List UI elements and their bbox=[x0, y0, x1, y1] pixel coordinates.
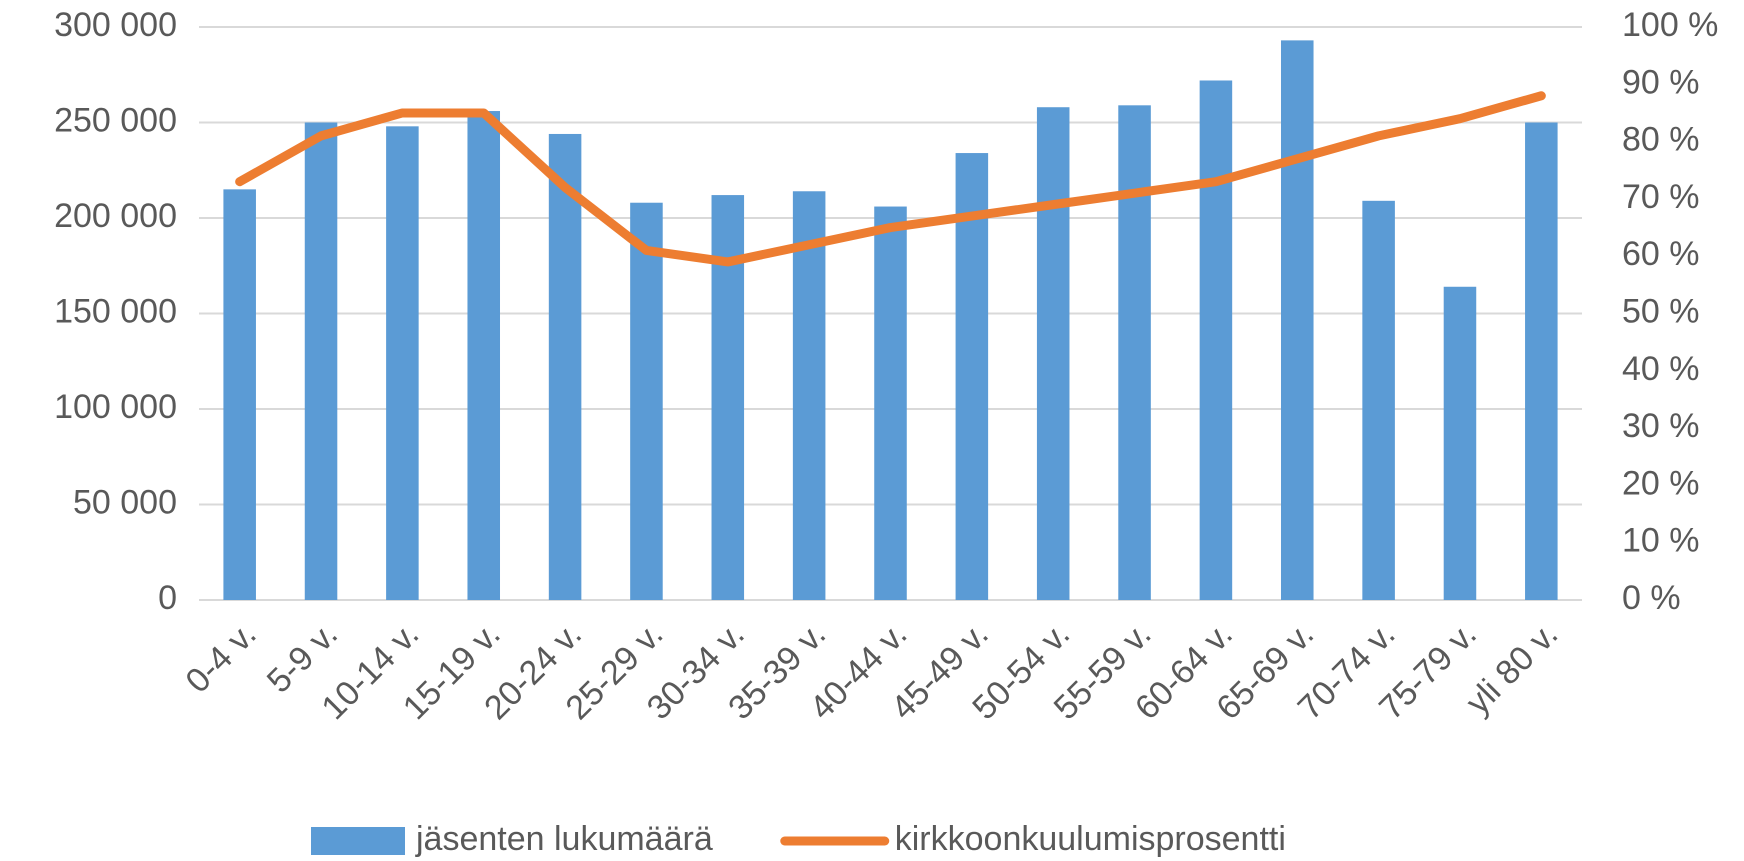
x-tick-label: 0-4 v. bbox=[178, 615, 263, 700]
y2-tick-label: 70 % bbox=[1622, 178, 1700, 216]
y-tick-label: 50 000 bbox=[73, 483, 177, 521]
y-tick-label: 200 000 bbox=[54, 197, 177, 235]
x-tick-label: yli 80 v. bbox=[1459, 615, 1566, 722]
bar bbox=[1199, 80, 1233, 601]
y2-tick-label: 50 % bbox=[1622, 292, 1700, 330]
y2-tick-label: 100 % bbox=[1622, 6, 1718, 44]
bar bbox=[1525, 122, 1558, 600]
bar bbox=[1036, 107, 1070, 600]
y2-tick-label: 80 % bbox=[1622, 121, 1700, 159]
y-tick-label: 0 bbox=[158, 579, 177, 617]
y2-tick-label: 20 % bbox=[1622, 464, 1700, 502]
bar bbox=[1280, 40, 1314, 601]
legend-swatch bbox=[311, 827, 405, 855]
y2-tick-label: 40 % bbox=[1622, 350, 1700, 388]
bar bbox=[467, 111, 501, 600]
y2-tick-label: 30 % bbox=[1622, 407, 1700, 445]
y-tick-label: 250 000 bbox=[54, 101, 177, 139]
y2-tick-label: 90 % bbox=[1622, 63, 1700, 101]
y-tick-label: 100 000 bbox=[54, 388, 177, 426]
bar bbox=[548, 133, 582, 600]
bar bbox=[630, 202, 663, 600]
legend-label: kirkkoonkuulumisprosentti bbox=[895, 820, 1286, 858]
bar bbox=[386, 126, 419, 600]
bar bbox=[1443, 286, 1477, 600]
bar bbox=[874, 206, 907, 601]
legend-label: jäsenten lukumäärä bbox=[415, 820, 713, 858]
bar bbox=[955, 153, 989, 600]
y-tick-label: 300 000 bbox=[54, 6, 177, 44]
line bbox=[235, 91, 1546, 267]
y2-tick-label: 10 % bbox=[1622, 522, 1700, 560]
y2-tick-label: 0 % bbox=[1622, 579, 1681, 617]
bar bbox=[1362, 200, 1395, 600]
y-tick-label: 150 000 bbox=[54, 292, 177, 330]
bar bbox=[792, 191, 826, 600]
bar bbox=[304, 122, 338, 600]
bar bbox=[223, 189, 256, 600]
bar bbox=[1118, 105, 1151, 600]
y2-tick-label: 60 % bbox=[1622, 235, 1700, 273]
